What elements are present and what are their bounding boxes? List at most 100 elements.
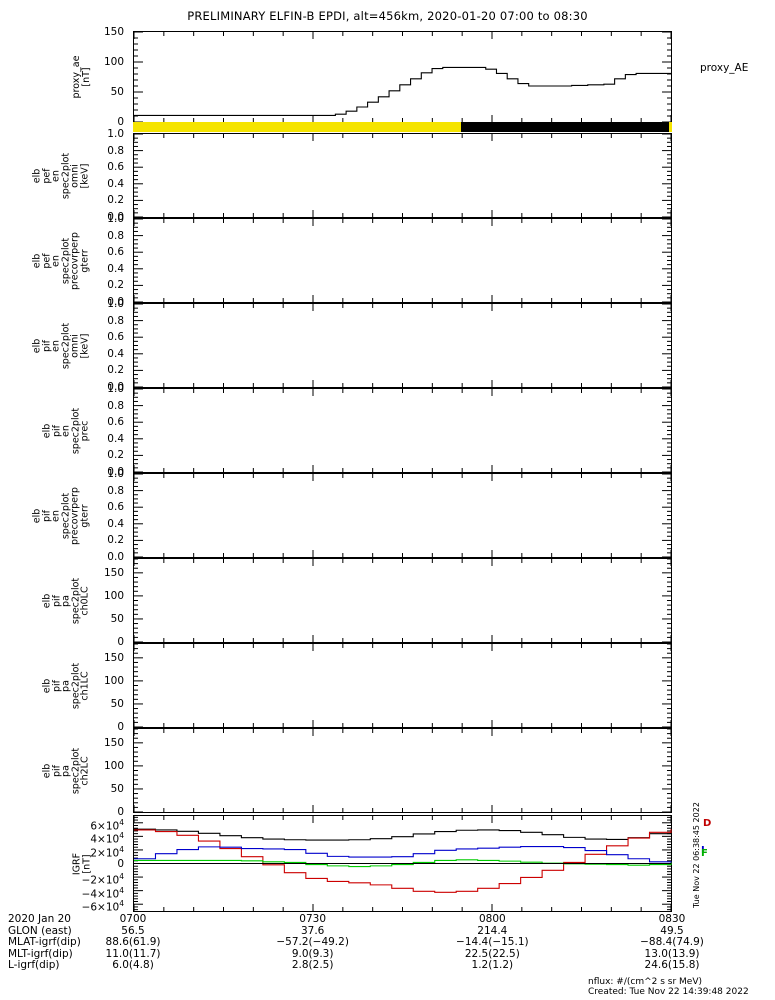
ylabel-elb_pif_en_spec2plot_prec: elb pif en spec2plot prec: [41, 407, 90, 454]
ylabel-igrf: IGRF [nT]: [71, 852, 92, 875]
ytick-label: 0.0: [107, 551, 124, 563]
panel-elb_pif_en_spec2plot_precovrperp_gterr: [133, 473, 672, 558]
bottom-row-value: 88.6(61.9): [105, 936, 161, 949]
ytick-label: 0.8: [107, 484, 124, 497]
ytick-label: 0: [117, 857, 124, 870]
ytick-label: 50: [110, 612, 124, 625]
bottom-row-value: 0800: [478, 913, 506, 925]
ylabel-elb_pif_pa_spec2plot_ch0LC: elb pif pa spec2plot ch0LC: [41, 577, 90, 624]
ytick-labels-elb_pif_pa_spec2plot_ch2LC: 0 50 100 150: [0, 728, 128, 818]
ytick-label: 6×104: [90, 817, 124, 833]
ytick-label: 150: [103, 736, 124, 749]
status-bar: [133, 122, 672, 132]
ytick-label: 0.4: [107, 177, 124, 190]
vertical-timestamp: Tue Nov 22 06:38:45 2022: [692, 802, 701, 908]
ytick-labels-elb_pif_en_spec2plot_precovrperp_gterr: 0.0 0.2 0.4 0.6 0.8 1.0: [0, 469, 128, 563]
ytick-label: 150: [103, 566, 124, 579]
ytick-label: 1.0: [107, 383, 124, 395]
ylabel-elb_pif_pa_spec2plot_ch1LC: elb pif pa spec2plot ch1LC: [41, 662, 90, 709]
right-label-proxy-ae: proxy_AE: [700, 62, 749, 74]
ytick-label: 2×104: [90, 844, 124, 860]
bottom-row-value: 13.0(13.9): [644, 947, 700, 960]
bottom-row-value: 49.5: [660, 924, 684, 937]
ytick-label: −2×104: [81, 872, 124, 887]
ytick-label: 0.0: [107, 211, 124, 223]
ytick-label: −6×104: [81, 899, 124, 914]
ytick-label: 0.8: [107, 144, 124, 157]
ytick-label: 150: [103, 26, 124, 38]
bottom-row-value: 11.0(11.7): [105, 947, 161, 960]
ytick-label: 0.8: [107, 399, 124, 412]
ylabel-elb_pef_en_spec2plot_omni: elb pef en spec2plot omni [keV]: [31, 152, 90, 199]
igrf-legend-letter: F: [701, 848, 708, 859]
ytick-label: 100: [103, 674, 124, 687]
panel-elb_pif_en_spec2plot_omni: [133, 303, 672, 388]
ytick-label: 100: [103, 759, 124, 772]
ytick-labels-elb_pef_en_spec2plot_omni: 0.0 0.2 0.4 0.6 0.8 1.0: [0, 129, 128, 223]
ytick-label: 1.0: [107, 468, 124, 480]
ytick-label: 0: [117, 721, 124, 733]
ytick-label: 1.0: [107, 298, 124, 310]
ylabel-elb_pif_en_spec2plot_omni: elb pif en spec2plot omni [keV]: [31, 322, 90, 369]
ytick-label: 0: [117, 636, 124, 648]
series-Btotal: [134, 829, 671, 840]
ytick-label: 50: [110, 697, 124, 710]
ylabel-elb_pef_en_spec2plot_precovrperp_gterr: elb pef en spec2plot precovrperp gterr: [31, 231, 90, 290]
bottom-row-value: −57.2(−49.2): [276, 936, 349, 949]
ytick-label: 150: [103, 651, 124, 664]
status-bar-segment: [460, 122, 670, 132]
ytick-label: 0.4: [107, 517, 124, 530]
ytick-label: 100: [103, 56, 124, 68]
bottom-row-value: 2.8(2.5): [291, 959, 334, 972]
bottom-row-value: 0730: [299, 913, 327, 925]
ytick-label: 0.8: [107, 229, 124, 242]
panel-igrf: [133, 815, 672, 912]
bottom-row-key: MLAT-igrf(dip): [8, 936, 81, 949]
ytick-label: 0.0: [107, 296, 124, 308]
series-Bx: [134, 860, 671, 867]
ytick-label: 0.6: [107, 331, 124, 344]
ytick-label: 0.2: [107, 279, 124, 292]
bottom-row-value: 9.0(9.3): [291, 947, 334, 960]
panel-elb_pef_en_spec2plot_precovrperp_gterr: [133, 218, 672, 303]
ytick-label: 100: [103, 589, 124, 602]
bottom-row-value: 24.6(15.8): [644, 959, 700, 972]
panel-elb_pif_en_spec2plot_prec: [133, 388, 672, 473]
status-bar-segment: [133, 122, 461, 132]
panel-elb_pif_pa_spec2plot_ch2LC: [133, 728, 672, 813]
bottom-row-key: MLT-igrf(dip): [8, 947, 73, 960]
panel-elb_pif_pa_spec2plot_ch0LC: [133, 558, 672, 643]
ytick-label: 0.2: [107, 364, 124, 377]
footer-units: nflux: #/(cm^2 s sr MeV): [588, 977, 702, 987]
bottom-row-value: −88.4(74.9): [640, 936, 704, 949]
status-bar-segment: [669, 122, 672, 132]
ytick-labels-elb_pef_en_spec2plot_precovrperp_gterr: 0.0 0.2 0.4 0.6 0.8 1.0: [0, 214, 128, 308]
ytick-label: −4×104: [81, 885, 124, 901]
bottom-row-key: L-igrf(dip): [8, 959, 60, 972]
series-Bz: [134, 829, 671, 892]
bottom-row-value: 56.5: [121, 924, 145, 937]
bottom-row-value: 6.0(4.8): [112, 959, 154, 972]
ytick-label: 0: [117, 116, 124, 128]
ytick-labels-elb_pif_pa_spec2plot_ch0LC: 0 50 100 150: [0, 558, 128, 648]
ylabel-proxy_ae: proxy_ae [nT]: [71, 55, 92, 99]
ytick-label: 0.4: [107, 262, 124, 275]
ytick-label: 0.6: [107, 416, 124, 429]
ytick-labels-elb_pif_en_spec2plot_omni: 0.0 0.2 0.4 0.6 0.8 1.0: [0, 299, 128, 393]
igrf-legend-letter: D: [703, 818, 712, 829]
ytick-label: 0.2: [107, 534, 124, 547]
ytick-label: 0.6: [107, 161, 124, 174]
page-title: PRELIMINARY ELFIN-B EPDI, alt=456km, 202…: [187, 9, 588, 23]
bottom-row-value: 0700: [119, 913, 147, 925]
bottom-row-key: 2020 Jan 20: [8, 913, 71, 925]
ytick-label: 0.2: [107, 194, 124, 207]
ytick-label: 0.0: [107, 381, 124, 393]
bottom-row-value: 22.5(22.5): [464, 947, 520, 960]
bottom-row-key: GLON (east): [8, 924, 72, 937]
bottom-row-value: 1.2(1.2): [471, 959, 514, 972]
ytick-label: 0.6: [107, 501, 124, 514]
ylabel-elb_pif_pa_spec2plot_ch2LC: elb pif pa spec2plot ch2LC: [41, 747, 90, 794]
ylabel-elb_pif_en_spec2plot_precovrperp_gterr: elb pif en spec2plot precovrperp gterr: [31, 486, 90, 545]
ytick-label: 0.0: [107, 466, 124, 478]
